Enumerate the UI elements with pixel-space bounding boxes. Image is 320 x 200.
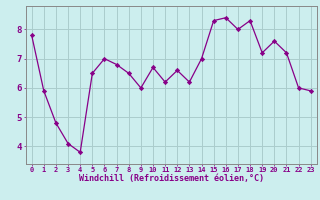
X-axis label: Windchill (Refroidissement éolien,°C): Windchill (Refroidissement éolien,°C) [79, 174, 264, 183]
